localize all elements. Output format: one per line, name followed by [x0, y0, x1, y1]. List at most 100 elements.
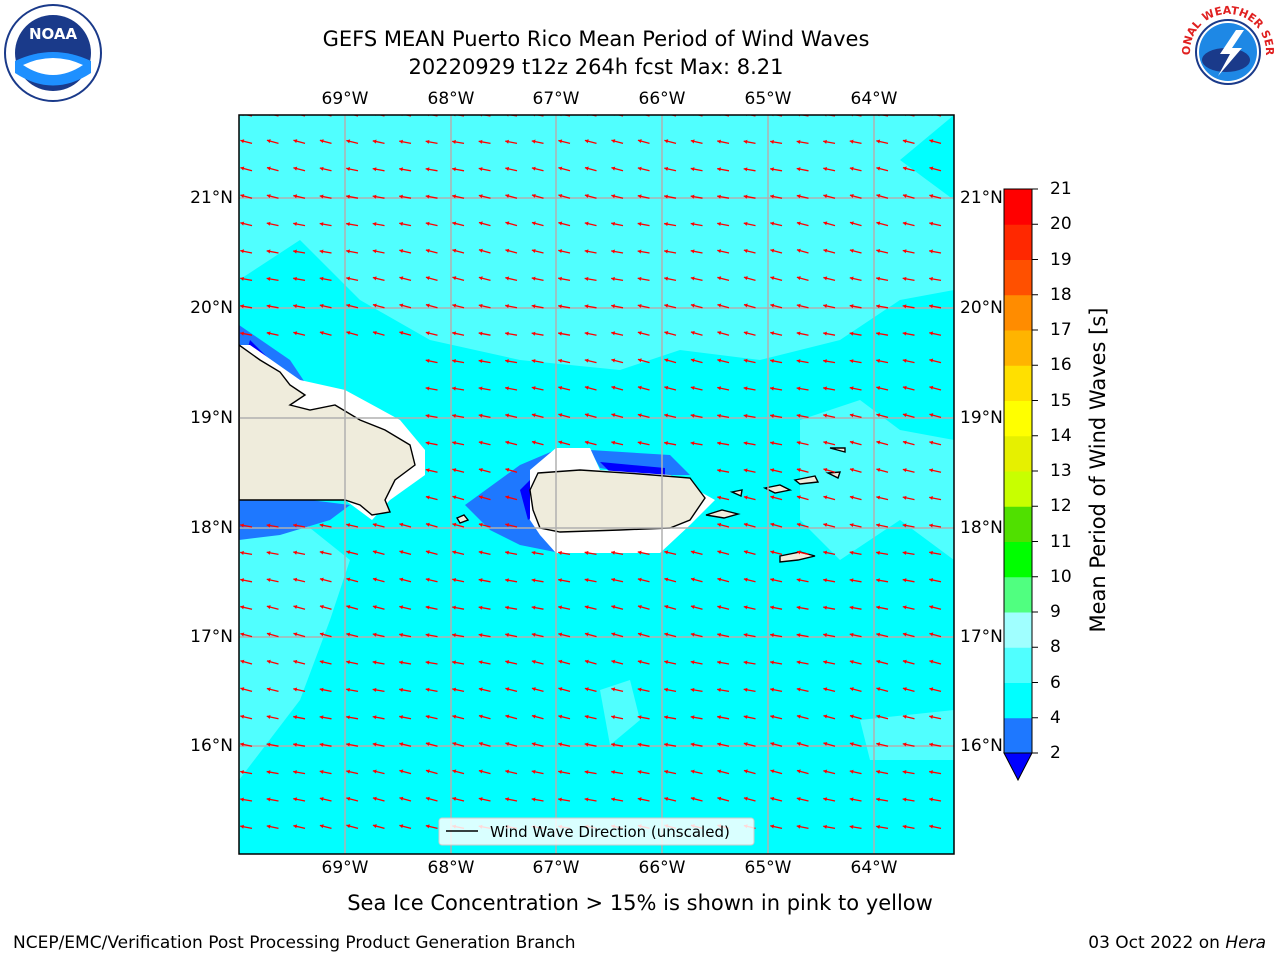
direction-arrowhead — [717, 687, 721, 692]
footer-date-text: 03 Oct 2022 on — [1088, 933, 1220, 953]
direction-arrowhead — [664, 222, 668, 227]
direction-arrowhead — [929, 276, 933, 281]
direction-arrowhead — [399, 796, 404, 801]
direction-arrowhead — [690, 577, 695, 582]
direction-arrowhead — [399, 167, 403, 172]
direction-arrowhead — [293, 550, 298, 555]
direction-arrowhead — [531, 386, 536, 391]
direction-arrowhead — [770, 633, 774, 638]
direction-arrowhead — [346, 330, 351, 335]
direction-arrowhead — [770, 468, 775, 473]
colorbar-tick-label: 14 — [1050, 425, 1072, 446]
direction-arrowhead — [531, 166, 536, 171]
direction-arrowhead — [505, 660, 510, 665]
colorbar-segment — [1004, 365, 1032, 401]
direction-arrowhead — [743, 605, 748, 610]
direction-arrowhead — [372, 687, 377, 692]
direction-arrowhead — [743, 139, 748, 144]
direction-arrowhead — [558, 605, 563, 610]
direction-arrowhead — [399, 577, 404, 582]
direction-arrowhead — [558, 166, 563, 171]
direction-arrowhead — [902, 385, 907, 390]
direction-arrowhead — [770, 194, 774, 199]
direction-arrowhead — [929, 468, 934, 473]
direction-arrowhead — [240, 523, 244, 528]
direction-arrowhead — [743, 577, 748, 582]
direction-arrowhead — [849, 578, 854, 583]
direction-arrowhead — [425, 796, 430, 801]
direction-arrowhead — [902, 632, 907, 637]
direction-arrowhead — [505, 714, 510, 719]
direction-arrowhead — [372, 605, 377, 610]
direction-arrowhead — [849, 797, 854, 802]
direction-arrowhead — [531, 276, 536, 281]
direction-arrowhead — [505, 194, 510, 199]
direction-arrowhead — [876, 221, 881, 226]
direction-arrowhead — [425, 358, 430, 363]
direction-arrowhead — [690, 249, 695, 254]
chart-title-line2: 20220929 t12z 264h fcst Max: 8.21 — [408, 55, 784, 79]
direction-arrowhead — [823, 495, 828, 500]
direction-arrowhead — [770, 824, 775, 829]
direction-arrowhead — [876, 413, 881, 418]
direction-arrowhead — [690, 386, 695, 391]
direction-arrowhead — [478, 221, 483, 226]
direction-arrowhead — [266, 632, 271, 637]
direction-arrowhead — [796, 194, 801, 199]
direction-arrowhead — [876, 797, 880, 802]
direction-arrowhead — [717, 495, 722, 500]
direction-arrowhead — [531, 742, 536, 747]
direction-arrowhead — [478, 413, 483, 418]
footer-host: Hera — [1225, 933, 1266, 953]
direction-arrowhead — [876, 495, 881, 500]
direction-arrowhead — [346, 742, 350, 747]
direction-arrowhead — [558, 440, 563, 445]
direction-arrowhead — [240, 276, 244, 281]
direction-arrowhead — [531, 550, 536, 555]
direction-arrowhead — [796, 495, 801, 500]
direction-arrowhead — [690, 769, 695, 774]
direction-arrowhead — [319, 715, 324, 720]
direction-arrowhead — [770, 167, 774, 172]
direction-arrowhead — [478, 167, 483, 172]
direction-arrowhead — [849, 495, 854, 500]
direction-arrowhead — [319, 139, 324, 144]
direction-arrowhead — [611, 358, 616, 363]
direction-arrowhead — [531, 632, 536, 637]
direction-arrowhead — [611, 331, 616, 336]
lon-label-bottom: 66°W — [638, 858, 686, 878]
direction-arrowhead — [717, 577, 722, 582]
colorbar-extend-arrow — [1003, 752, 1033, 782]
direction-arrowhead — [876, 550, 880, 555]
direction-arrowhead — [876, 687, 881, 692]
direction-arrowhead — [796, 413, 801, 418]
direction-arrowhead — [849, 248, 854, 253]
direction-arrowhead — [293, 715, 297, 720]
direction-arrowhead — [266, 276, 271, 281]
direction-arrowhead — [505, 276, 510, 281]
colorbar-segment — [1004, 259, 1032, 296]
direction-arrowhead — [902, 523, 907, 528]
direction-arrowhead — [690, 796, 695, 801]
direction-arrowhead — [478, 248, 483, 253]
direction-arrowhead — [452, 605, 456, 610]
direction-arrowhead — [876, 468, 881, 472]
direction-arrowhead — [743, 194, 748, 199]
direction-arrowhead — [346, 769, 351, 774]
direction-arrowhead — [849, 824, 854, 829]
direction-arrowhead — [770, 139, 774, 144]
direction-arrowhead — [690, 605, 695, 609]
direction-arrowhead — [849, 714, 854, 719]
direction-arrowhead — [584, 331, 589, 336]
direction-arrowhead — [690, 742, 695, 747]
direction-arrowhead — [611, 194, 616, 199]
direction-arrowhead — [929, 714, 934, 719]
direction-arrowhead — [399, 303, 404, 308]
direction-arrowhead — [584, 276, 589, 281]
direction-arrowhead — [637, 797, 642, 802]
direction-arrowhead — [849, 550, 854, 555]
direction-arrowhead — [346, 577, 351, 582]
colorbar-segment — [1004, 682, 1032, 719]
colorbar-tick-label: 6 — [1050, 672, 1061, 693]
direction-arrowhead — [531, 797, 536, 802]
